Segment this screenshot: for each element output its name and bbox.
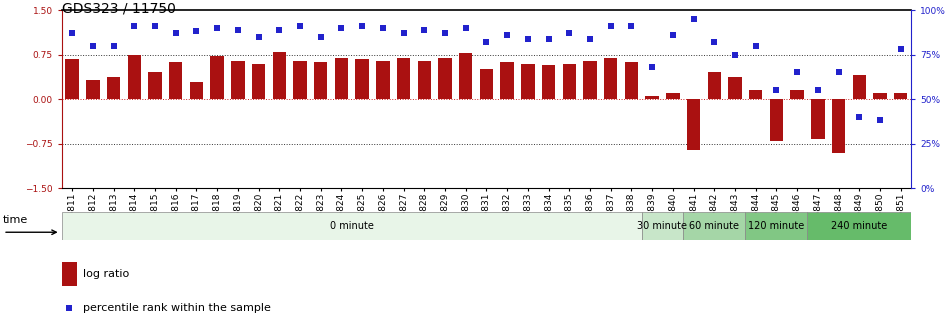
Point <box>872 118 887 123</box>
Bar <box>148 73 162 99</box>
Bar <box>210 56 223 99</box>
Bar <box>62 212 642 240</box>
Bar <box>273 52 286 99</box>
Point <box>562 31 577 36</box>
Point <box>768 88 784 93</box>
Point <box>251 34 266 40</box>
Bar <box>728 77 742 99</box>
Bar <box>335 57 348 99</box>
Point <box>272 27 287 32</box>
Bar <box>646 96 659 99</box>
Point <box>313 34 328 40</box>
Bar <box>749 90 763 99</box>
Bar <box>521 64 534 99</box>
Text: 240 minute: 240 minute <box>831 221 887 231</box>
Point <box>645 65 660 70</box>
Point <box>86 43 101 48</box>
Point <box>62 305 77 310</box>
Point <box>666 32 681 38</box>
Bar <box>604 57 617 99</box>
Point <box>189 29 204 34</box>
Point <box>728 52 743 57</box>
Point <box>852 114 867 120</box>
Point <box>396 31 411 36</box>
Bar <box>708 73 721 99</box>
Point <box>147 24 163 29</box>
Bar <box>417 60 431 99</box>
Bar <box>683 212 746 240</box>
Point <box>603 24 618 29</box>
Bar <box>107 77 121 99</box>
Point <box>376 25 391 31</box>
Bar <box>231 60 244 99</box>
Bar <box>625 62 638 99</box>
Point <box>520 36 535 41</box>
Bar <box>479 70 494 99</box>
Bar <box>293 60 307 99</box>
Point <box>437 31 453 36</box>
Point <box>789 70 805 75</box>
Text: percentile rank within the sample: percentile rank within the sample <box>83 303 271 313</box>
Bar <box>563 64 576 99</box>
Point <box>168 31 184 36</box>
Text: 60 minute: 60 minute <box>689 221 739 231</box>
Bar <box>811 99 825 139</box>
Bar <box>438 57 452 99</box>
Point <box>893 47 908 52</box>
Point <box>810 88 825 93</box>
Point <box>748 43 764 48</box>
Point <box>707 39 722 45</box>
Bar <box>314 62 327 99</box>
Point <box>65 31 80 36</box>
Text: time: time <box>3 215 29 225</box>
Point <box>478 39 495 45</box>
Bar <box>252 64 265 99</box>
Bar <box>790 90 804 99</box>
Bar <box>127 55 141 99</box>
Point <box>209 25 224 31</box>
Bar <box>87 80 100 99</box>
Bar <box>832 99 845 153</box>
Bar <box>377 60 390 99</box>
Point <box>126 24 142 29</box>
Point <box>624 24 639 29</box>
Text: 30 minute: 30 minute <box>637 221 688 231</box>
Bar <box>807 212 911 240</box>
Bar <box>873 93 886 99</box>
Text: log ratio: log ratio <box>83 269 129 279</box>
Bar <box>642 212 683 240</box>
Bar <box>769 99 784 141</box>
Point <box>334 25 349 31</box>
Bar <box>66 59 79 99</box>
Bar <box>687 99 700 150</box>
Bar <box>356 59 369 99</box>
Bar <box>746 212 807 240</box>
Point <box>355 24 370 29</box>
Text: 0 minute: 0 minute <box>330 221 374 231</box>
Point <box>106 43 121 48</box>
Bar <box>542 65 555 99</box>
Point <box>458 25 474 31</box>
Bar <box>583 60 596 99</box>
Text: 120 minute: 120 minute <box>748 221 805 231</box>
Point <box>417 27 432 32</box>
Point <box>686 16 701 22</box>
Point <box>292 24 307 29</box>
Bar <box>169 62 183 99</box>
Point <box>541 36 556 41</box>
Bar <box>459 53 473 99</box>
Point <box>582 36 597 41</box>
Point <box>230 27 245 32</box>
Bar <box>500 62 514 99</box>
Text: GDS323 / 11750: GDS323 / 11750 <box>62 2 176 16</box>
Bar <box>189 83 204 99</box>
Point <box>831 70 846 75</box>
Bar <box>894 93 907 99</box>
Bar <box>666 93 680 99</box>
Bar <box>397 57 410 99</box>
Bar <box>62 262 77 286</box>
Bar <box>852 75 866 99</box>
Point <box>499 32 514 38</box>
